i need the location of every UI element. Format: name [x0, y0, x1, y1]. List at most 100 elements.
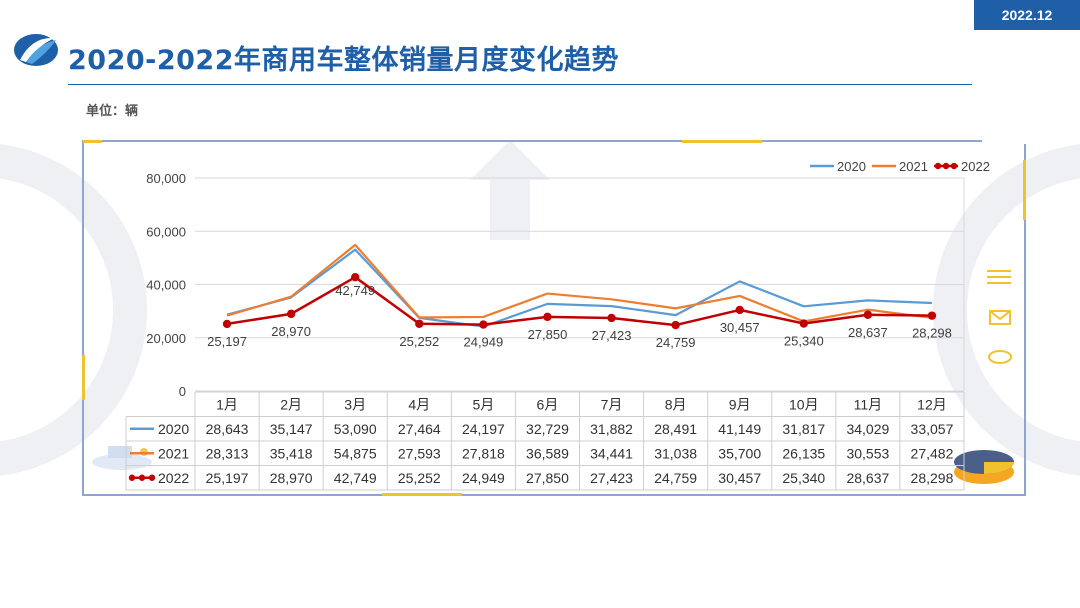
- legend-label: 2022: [961, 159, 990, 174]
- data-point: [222, 319, 232, 329]
- table-cell: 35,700: [718, 445, 761, 461]
- series-line-2021: [226, 243, 933, 323]
- table-cell: 42,749: [334, 470, 377, 486]
- legend-key-marker: [934, 162, 942, 170]
- table-cell: 36,589: [526, 445, 569, 461]
- x-category-label: 4月: [408, 396, 430, 412]
- x-category-label: 12月: [917, 396, 947, 412]
- table-cell: 27,464: [398, 421, 441, 437]
- x-category-label: 2月: [280, 396, 302, 412]
- table-cell: 35,147: [270, 421, 313, 437]
- table-series-key-marker: [138, 474, 146, 481]
- table-cell: 34,441: [590, 445, 633, 461]
- data-label: 28,637: [848, 325, 888, 340]
- table-cell: 32,729: [526, 421, 569, 437]
- data-label: 30,457: [720, 320, 760, 335]
- date-badge: 2022.12: [974, 0, 1080, 30]
- data-point: [671, 320, 680, 330]
- y-tick-label: 60,000: [146, 224, 186, 239]
- y-tick-label: 0: [179, 384, 186, 399]
- line-chart: 0 20,000 40,000 60,000 80,000 1月 2月 3月 4月 5月 6月 7月 8…: [125, 159, 990, 491]
- table-series-name: 2021: [158, 445, 189, 461]
- table-cell: 31,817: [782, 421, 825, 437]
- table-cell: 31,882: [590, 421, 633, 437]
- table-cell: 25,252: [398, 470, 441, 486]
- legend-key-marker: [950, 162, 958, 170]
- table-cell: 28,637: [846, 470, 889, 486]
- data-point: [735, 305, 744, 315]
- data-label: 27,423: [592, 328, 632, 343]
- chat-icon: [988, 350, 1012, 364]
- table-cell: 30,553: [846, 445, 889, 461]
- legend-label: 2020: [837, 159, 866, 174]
- y-tick-label: 20,000: [146, 331, 186, 346]
- data-label: 25,197: [207, 334, 247, 349]
- table-cell: 28,491: [654, 421, 697, 437]
- data-point: [927, 311, 937, 320]
- table-cell: 28,313: [206, 445, 249, 461]
- table-cell: 24,197: [462, 421, 505, 437]
- data-label: 28,298: [912, 326, 952, 341]
- legend-key-marker: [942, 162, 950, 170]
- table-cell: 28,298: [911, 470, 954, 486]
- menu-icon: [987, 270, 1011, 284]
- table-cell: 25,340: [782, 470, 825, 486]
- title-divider: [68, 84, 972, 85]
- table-cell: 53,090: [334, 421, 377, 437]
- data-label: 42,749: [335, 283, 375, 298]
- data-point: [799, 319, 808, 328]
- y-tick-label: 80,000: [146, 171, 186, 186]
- x-category-label: 7月: [601, 396, 623, 412]
- data-point: [543, 312, 552, 322]
- data-label: 24,759: [656, 335, 696, 350]
- y-tick-label: 40,000: [146, 278, 186, 293]
- pie-illustration-icon: [954, 450, 1014, 484]
- table-cell: 33,057: [911, 421, 954, 437]
- brand-logo-icon: [14, 34, 58, 66]
- table-series-key-marker: [148, 474, 156, 481]
- table-cell: 27,423: [590, 470, 633, 486]
- background-watermark: [0, 140, 1080, 476]
- page-title: 2020-2022年商用车整体销量月度变化趋势: [68, 45, 619, 76]
- data-label: 28,970: [271, 324, 311, 339]
- table-cell: 35,418: [270, 445, 313, 461]
- table-cell: 25,197: [206, 470, 249, 486]
- data-point: [415, 319, 424, 328]
- data-point: [479, 320, 488, 329]
- data-point: [351, 272, 360, 282]
- table-cell: 26,135: [782, 445, 825, 461]
- x-category-label: 5月: [472, 396, 494, 412]
- table-series-name: 2022: [158, 470, 189, 486]
- mail-icon: [989, 310, 1011, 325]
- table-cell: 34,029: [846, 421, 889, 437]
- table-cell: 27,593: [398, 445, 441, 461]
- data-point: [607, 313, 616, 323]
- data-point: [286, 309, 296, 319]
- x-category-label: 10月: [789, 396, 819, 412]
- series-line-2022: [226, 275, 932, 327]
- x-category-label: 11月: [854, 396, 883, 412]
- table-cell: 27,482: [911, 445, 954, 461]
- x-category-label: 9月: [729, 396, 751, 412]
- x-category-label: 1月: [216, 396, 238, 412]
- table-cell: 41,149: [718, 421, 761, 437]
- series-line-2020: [226, 248, 933, 328]
- x-category-label: 6月: [537, 396, 559, 412]
- table-cell: 30,457: [718, 470, 761, 486]
- data-label: 25,252: [399, 334, 439, 349]
- x-category-label: 8月: [665, 396, 687, 412]
- unit-label: 单位：辆: [86, 104, 139, 119]
- table-series-name: 2020: [158, 421, 189, 437]
- table-cell: 28,643: [206, 421, 249, 437]
- data-label: 25,340: [784, 334, 824, 349]
- data-point: [863, 310, 873, 319]
- data-label: 27,850: [528, 327, 568, 342]
- table-cell: 28,970: [270, 470, 313, 486]
- data-label: 24,949: [463, 335, 503, 350]
- table-series-key-marker: [128, 474, 136, 481]
- table-cell: 31,038: [654, 445, 697, 461]
- x-category-label: 3月: [344, 396, 366, 412]
- table-cell: 24,759: [654, 470, 697, 486]
- table-cell: 54,875: [334, 445, 377, 461]
- legend-label: 2021: [899, 159, 928, 174]
